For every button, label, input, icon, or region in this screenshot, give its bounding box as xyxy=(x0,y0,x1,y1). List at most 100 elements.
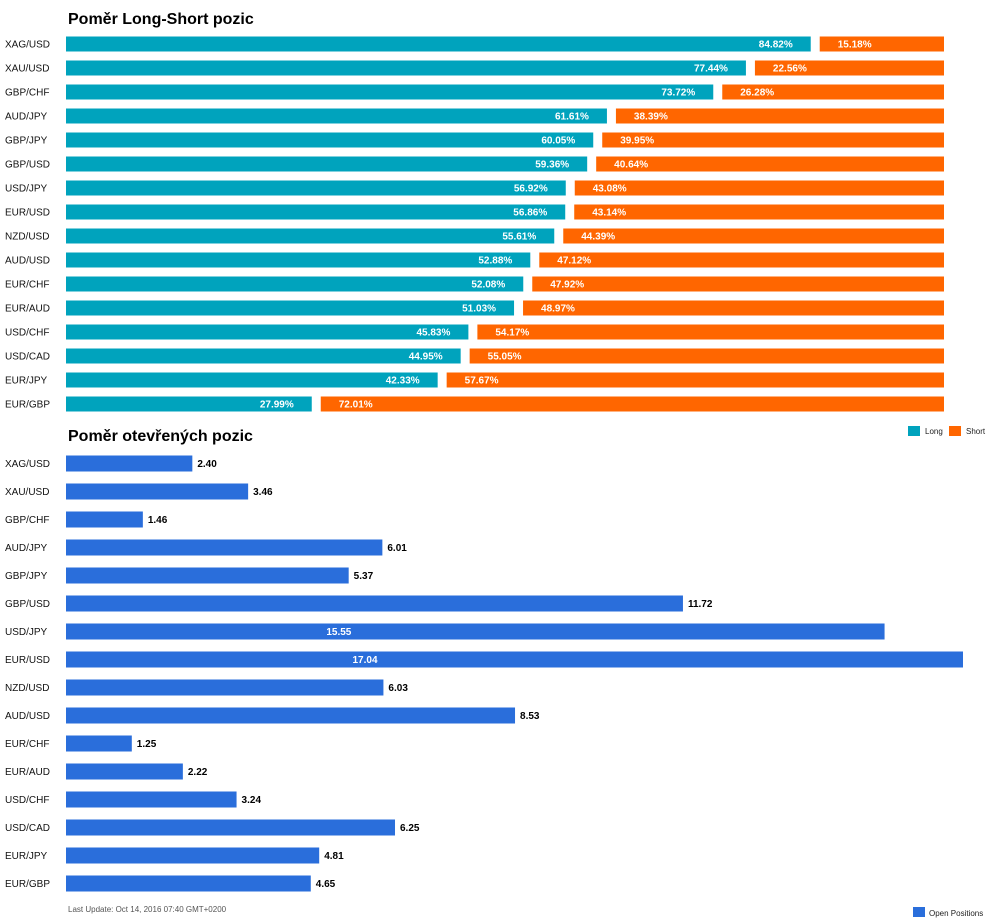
short-value-label: 22.56% xyxy=(773,64,807,75)
long-bar-eur-chf xyxy=(66,276,524,292)
long-value-label: 59.36% xyxy=(535,160,569,171)
long-bar-gbp-jpy xyxy=(66,132,594,148)
open-positions-title: Poměr otevřených pozic xyxy=(68,428,253,445)
long-bar-eur-usd xyxy=(66,204,566,220)
open-positions-legend: Open Positions xyxy=(913,907,983,918)
category-label: EUR/USD xyxy=(5,655,50,666)
long-value-label: 44.95% xyxy=(409,352,443,363)
short-bar-nzd-usd xyxy=(563,228,944,244)
category-label: USD/JPY xyxy=(5,627,48,638)
category-label: USD/CAD xyxy=(5,352,50,363)
long-bar-usd-cad xyxy=(66,348,461,364)
category-label: GBP/USD xyxy=(5,599,50,610)
long-value-label: 56.86% xyxy=(513,208,547,219)
long-bar-gbp-chf xyxy=(66,84,714,100)
category-label: NZD/USD xyxy=(5,232,49,243)
open-bar-eur-gbp xyxy=(66,875,311,892)
long-bar-aud-jpy xyxy=(66,108,607,124)
open-bar-eur-jpy xyxy=(66,847,320,864)
long-value-label: 56.92% xyxy=(514,184,548,195)
short-value-label: 15.18% xyxy=(838,40,872,51)
open-bar-usd-chf xyxy=(66,791,237,808)
long-bar-eur-jpy xyxy=(66,372,438,388)
open-value-label: 3.24 xyxy=(242,795,262,806)
short-value-label: 47.12% xyxy=(557,256,591,267)
long-value-label: 60.05% xyxy=(541,136,575,147)
legend-short-swatch xyxy=(949,426,961,436)
long-short-legend: Long Short xyxy=(908,426,986,436)
category-label: AUD/USD xyxy=(5,256,50,267)
category-label: GBP/USD xyxy=(5,160,50,171)
category-label: EUR/CHF xyxy=(5,280,49,291)
category-label: EUR/JPY xyxy=(5,376,48,387)
short-bar-aud-usd xyxy=(539,252,944,268)
short-value-label: 43.08% xyxy=(593,184,627,195)
open-value-label: 6.03 xyxy=(388,683,408,694)
category-label: USD/CAD xyxy=(5,823,50,834)
category-label: EUR/GBP xyxy=(5,400,50,411)
short-bar-eur-aud xyxy=(523,300,944,316)
open-value-label: 8.53 xyxy=(520,711,540,722)
open-bar-eur-usd xyxy=(66,651,963,668)
short-bar-xau-usd xyxy=(754,60,944,76)
category-label: AUD/JPY xyxy=(5,543,48,554)
category-label: GBP/JPY xyxy=(5,136,48,147)
long-short-chart: XAG/USD 84.82% 15.18% XAU/USD 77.44% 22.56% GB… xyxy=(5,36,944,412)
open-bar-usd-jpy xyxy=(66,623,885,640)
open-value-label: 1.25 xyxy=(137,739,157,750)
open-value-label: 4.81 xyxy=(324,851,344,862)
long-value-label: 52.88% xyxy=(478,256,512,267)
open-bar-eur-chf xyxy=(66,735,132,752)
category-label: NZD/USD xyxy=(5,683,49,694)
open-bar-usd-cad xyxy=(66,819,396,836)
category-label: GBP/CHF xyxy=(5,515,49,526)
open-bar-nzd-usd xyxy=(66,679,384,696)
short-value-label: 26.28% xyxy=(740,88,774,99)
category-label: EUR/AUD xyxy=(5,304,50,315)
open-value-label: 2.22 xyxy=(188,767,208,778)
open-bar-gbp-chf xyxy=(66,511,143,528)
short-bar-gbp-usd xyxy=(596,156,944,172)
category-label: USD/CHF xyxy=(5,795,49,806)
category-label: USD/CHF xyxy=(5,328,49,339)
open-value-label: 1.46 xyxy=(148,515,168,526)
long-bar-nzd-usd xyxy=(66,228,555,244)
long-value-label: 84.82% xyxy=(759,40,793,51)
long-value-label: 55.61% xyxy=(502,232,536,243)
open-value-label: 15.55 xyxy=(326,627,351,638)
open-bar-xau-usd xyxy=(66,483,249,500)
long-bar-gbp-usd xyxy=(66,156,588,172)
category-label: XAU/USD xyxy=(5,487,49,498)
short-bar-usd-chf xyxy=(477,324,944,340)
long-value-label: 77.44% xyxy=(694,64,728,75)
long-value-label: 45.83% xyxy=(416,328,450,339)
open-value-label: 4.65 xyxy=(316,879,336,890)
short-bar-eur-gbp xyxy=(320,396,944,412)
category-label: XAG/USD xyxy=(5,459,50,470)
category-label: AUD/USD xyxy=(5,711,50,722)
short-value-label: 57.67% xyxy=(465,376,499,387)
short-value-label: 54.17% xyxy=(495,328,529,339)
short-value-label: 47.92% xyxy=(550,280,584,291)
category-label: EUR/AUD xyxy=(5,767,50,778)
long-value-label: 27.99% xyxy=(260,400,294,411)
short-value-label: 44.39% xyxy=(581,232,615,243)
short-bar-usd-jpy xyxy=(574,180,944,196)
long-bar-aud-usd xyxy=(66,252,531,268)
open-positions-chart: XAG/USD 2.40 XAU/USD 3.46 GBP/CHF 1.46 AUD/JPY… xyxy=(5,455,963,892)
open-bar-aud-jpy xyxy=(66,539,383,556)
short-bar-gbp-chf xyxy=(722,84,944,100)
short-value-label: 55.05% xyxy=(488,352,522,363)
long-bar-xau-usd xyxy=(66,60,746,76)
category-label: AUD/JPY xyxy=(5,112,48,123)
legend-open-swatch xyxy=(913,907,925,917)
open-value-label: 17.04 xyxy=(352,655,377,666)
short-value-label: 43.14% xyxy=(592,208,626,219)
category-label: EUR/USD xyxy=(5,208,50,219)
category-label: USD/JPY xyxy=(5,184,48,195)
short-bar-gbp-jpy xyxy=(602,132,944,148)
open-value-label: 6.01 xyxy=(387,543,407,554)
legend-long-swatch xyxy=(908,426,920,436)
short-bar-eur-chf xyxy=(532,276,944,292)
short-bar-usd-cad xyxy=(469,348,944,364)
